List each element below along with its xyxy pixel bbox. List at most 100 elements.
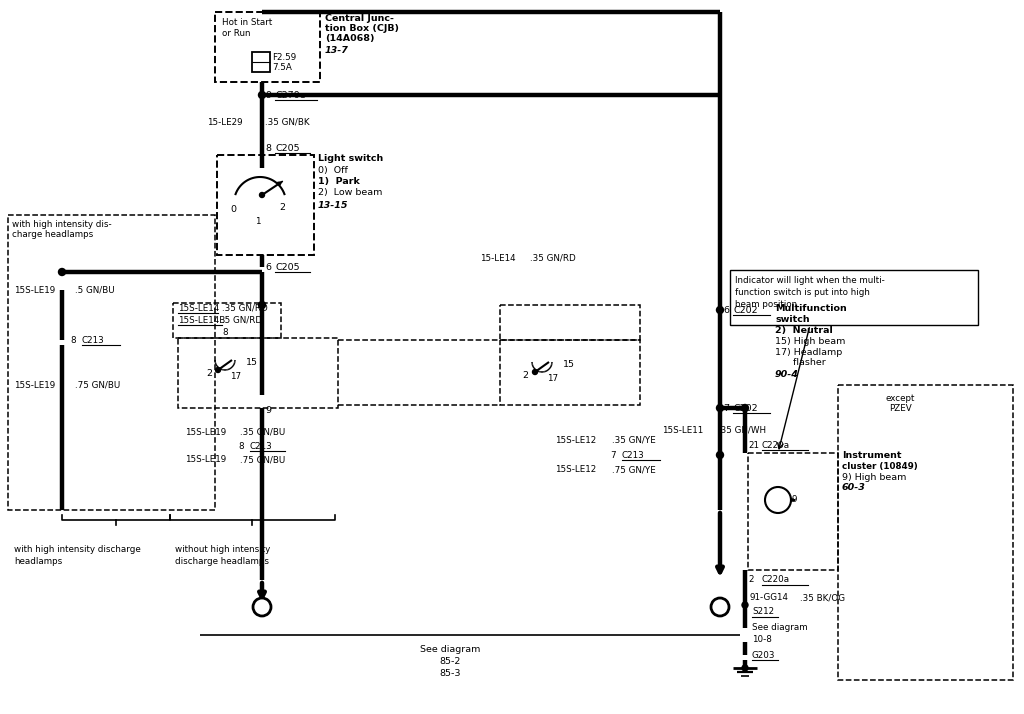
- Text: switch: switch: [775, 314, 810, 323]
- Text: C202: C202: [733, 403, 758, 413]
- Text: 15S-LE11: 15S-LE11: [662, 426, 703, 435]
- Text: 2: 2: [279, 203, 285, 211]
- Text: 15S-LE14B: 15S-LE14B: [178, 316, 225, 324]
- Text: 15S-LE19: 15S-LE19: [185, 456, 226, 465]
- Text: C213: C213: [622, 451, 645, 460]
- Text: 15) High beam: 15) High beam: [775, 336, 846, 346]
- Text: 6: 6: [723, 306, 729, 314]
- Text: 13-15: 13-15: [318, 201, 348, 209]
- Text: .75 GN/BU: .75 GN/BU: [240, 456, 286, 465]
- Text: .75 GN/YE: .75 GN/YE: [612, 466, 655, 475]
- Text: 85-2: 85-2: [439, 658, 461, 666]
- Text: 2: 2: [748, 575, 754, 585]
- Text: charge headlamps: charge headlamps: [12, 229, 93, 238]
- Text: with high intensity dis-: with high intensity dis-: [12, 219, 112, 228]
- Text: 17) Headlamp: 17) Headlamp: [775, 348, 843, 356]
- Text: 9: 9: [792, 496, 798, 505]
- Text: C213: C213: [82, 336, 104, 344]
- Text: cluster (10849): cluster (10849): [842, 461, 918, 471]
- Text: 10-8: 10-8: [752, 635, 772, 645]
- Text: except: except: [886, 393, 914, 403]
- Text: 21: 21: [748, 441, 759, 450]
- Text: 9: 9: [265, 406, 271, 415]
- Text: Indicator will light when the multi-: Indicator will light when the multi-: [735, 276, 885, 284]
- Text: or Run: or Run: [222, 29, 251, 38]
- Text: Light switch: Light switch: [318, 154, 383, 163]
- Text: Central Junc-: Central Junc-: [325, 14, 394, 23]
- Circle shape: [253, 598, 271, 616]
- Text: 9: 9: [265, 91, 271, 99]
- Text: C205: C205: [275, 144, 300, 153]
- Circle shape: [711, 598, 729, 616]
- Circle shape: [741, 405, 749, 411]
- Text: .75 GN/BU: .75 GN/BU: [75, 381, 120, 390]
- Text: Instrument: Instrument: [842, 451, 901, 460]
- Circle shape: [742, 665, 748, 671]
- Text: 0: 0: [230, 204, 236, 213]
- Text: C220a: C220a: [762, 575, 791, 585]
- Text: G203: G203: [752, 650, 775, 660]
- Text: 8: 8: [222, 328, 227, 336]
- Text: .35 BK/OG: .35 BK/OG: [800, 593, 845, 603]
- Text: 15S-LE19: 15S-LE19: [14, 381, 55, 390]
- Text: See diagram: See diagram: [752, 623, 808, 633]
- Circle shape: [717, 451, 724, 458]
- Circle shape: [259, 193, 264, 198]
- Text: 6: 6: [265, 263, 271, 271]
- Circle shape: [532, 370, 538, 375]
- Text: headlamps: headlamps: [14, 558, 62, 566]
- Text: 2: 2: [206, 368, 212, 378]
- Text: with high intensity discharge: with high intensity discharge: [14, 545, 140, 555]
- Text: .35 GN/YE: .35 GN/YE: [612, 436, 655, 445]
- Text: 15: 15: [563, 360, 575, 368]
- Text: C213: C213: [250, 441, 272, 451]
- Text: .35 GN/BU: .35 GN/BU: [240, 428, 286, 436]
- Circle shape: [717, 405, 724, 411]
- Text: 8: 8: [238, 441, 244, 451]
- Text: .35 GN/RD: .35 GN/RD: [222, 303, 267, 313]
- Text: discharge headlamps: discharge headlamps: [175, 558, 269, 566]
- Text: 1: 1: [255, 216, 260, 226]
- Text: B: B: [717, 603, 724, 611]
- Circle shape: [742, 602, 748, 608]
- Text: 13-7: 13-7: [325, 46, 349, 54]
- Text: S212: S212: [752, 608, 774, 616]
- Text: .35 GN/BK: .35 GN/BK: [265, 118, 309, 126]
- Text: 2)  Neutral: 2) Neutral: [775, 326, 833, 334]
- Text: PZEV: PZEV: [889, 403, 911, 413]
- Text: 2)  Low beam: 2) Low beam: [318, 188, 382, 196]
- Text: .35 GN/RD: .35 GN/RD: [530, 253, 575, 263]
- Text: 15S-LE19: 15S-LE19: [14, 286, 55, 294]
- Circle shape: [258, 301, 265, 308]
- Text: 90-4: 90-4: [775, 370, 799, 378]
- Text: 15S-LE12: 15S-LE12: [555, 436, 596, 445]
- Text: 9) High beam: 9) High beam: [842, 473, 906, 481]
- Text: 7: 7: [723, 403, 729, 413]
- Text: 1)  Park: 1) Park: [318, 176, 359, 186]
- Text: 7: 7: [610, 451, 615, 460]
- Text: tion Box (CJB): tion Box (CJB): [325, 24, 399, 33]
- Text: flasher: flasher: [775, 358, 825, 366]
- Circle shape: [58, 268, 66, 276]
- Text: C205: C205: [275, 263, 300, 271]
- Text: 15: 15: [246, 358, 258, 366]
- Text: F2.59: F2.59: [272, 53, 296, 61]
- Text: .5 GN/BU: .5 GN/BU: [75, 286, 115, 294]
- Text: .35 GN/WH: .35 GN/WH: [718, 426, 766, 435]
- Text: without high intensity: without high intensity: [175, 545, 270, 555]
- Text: 15S-LE12: 15S-LE12: [555, 466, 596, 475]
- Text: 8: 8: [265, 144, 271, 153]
- Text: A: A: [258, 603, 265, 611]
- Text: See diagram: See diagram: [420, 645, 480, 655]
- Text: 15S-LE19: 15S-LE19: [185, 428, 226, 436]
- Text: 0)  Off: 0) Off: [318, 166, 348, 174]
- Text: 17: 17: [547, 373, 558, 383]
- Text: 2: 2: [522, 371, 528, 380]
- Text: 60-3: 60-3: [842, 483, 866, 493]
- Text: 15-LE29: 15-LE29: [207, 118, 243, 126]
- Circle shape: [258, 91, 265, 99]
- Text: 91-GG14: 91-GG14: [750, 593, 790, 603]
- Text: .5 GN/RD: .5 GN/RD: [222, 316, 262, 324]
- Circle shape: [717, 306, 724, 313]
- Text: Multifunction: Multifunction: [775, 303, 847, 313]
